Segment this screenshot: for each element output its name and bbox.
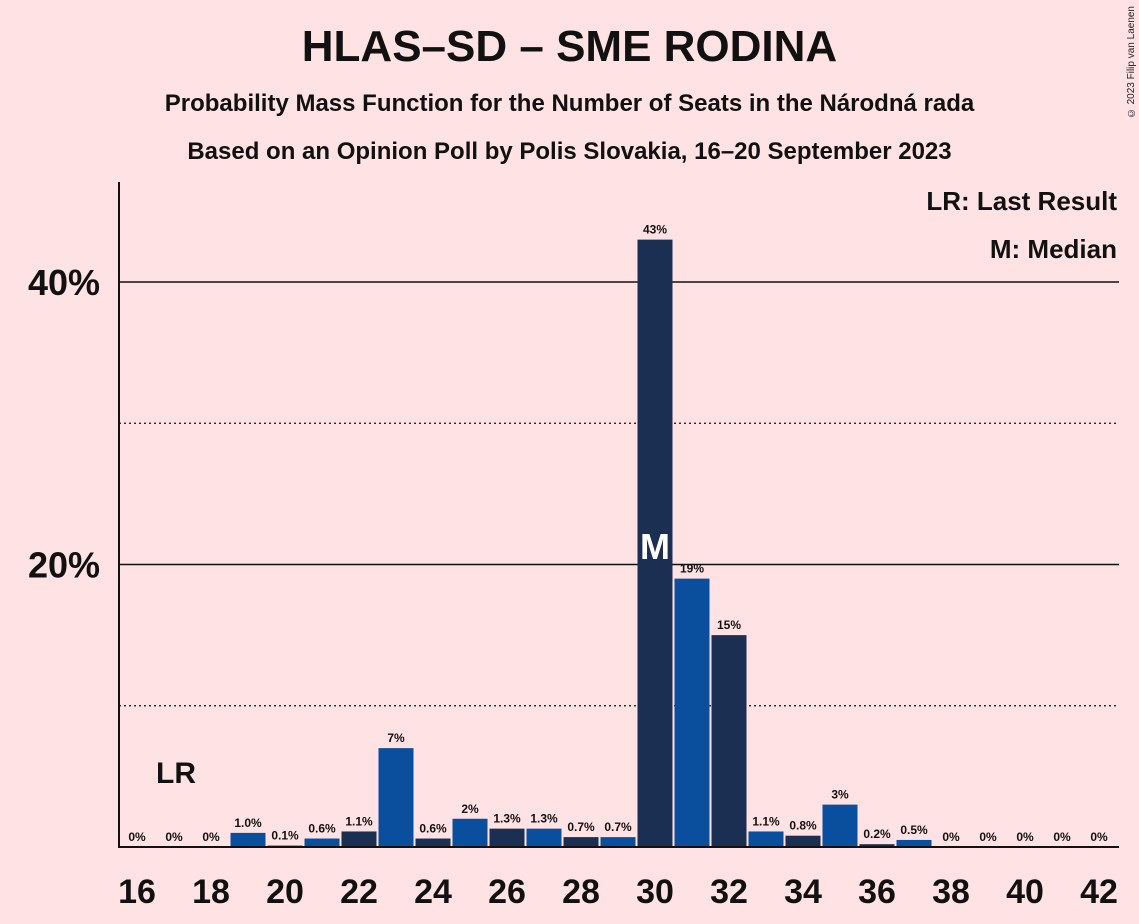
bar-value-label: 1.3% xyxy=(493,812,521,826)
y-tick-label: 20% xyxy=(28,545,100,586)
x-tick-label: 32 xyxy=(710,873,748,911)
y-tick-label: 40% xyxy=(28,262,100,303)
bar-value-label: 0.5% xyxy=(900,823,928,837)
bar-33 xyxy=(748,831,784,847)
bar-value-label: 43% xyxy=(643,223,667,237)
bar-24 xyxy=(415,838,451,847)
bar-value-label: 0.6% xyxy=(308,822,336,836)
x-tick-label: 42 xyxy=(1080,873,1118,911)
bar-value-label: 0.8% xyxy=(789,819,817,833)
x-tick-label: 24 xyxy=(414,873,452,911)
x-tick-label: 20 xyxy=(266,873,304,911)
bar-value-label: 7% xyxy=(387,731,405,745)
x-tick-label: 26 xyxy=(488,873,526,911)
bar-value-label: 0.6% xyxy=(419,822,447,836)
bar-value-label: 15% xyxy=(717,618,741,632)
x-tick-label: 38 xyxy=(932,873,970,911)
bar-value-label: 0% xyxy=(979,830,997,844)
bar-value-label: 3% xyxy=(831,788,849,802)
bar-value-label: 0% xyxy=(1053,830,1071,844)
bar-31 xyxy=(674,578,710,847)
chart-subtitle-2: Based on an Opinion Poll by Polis Slovak… xyxy=(187,138,952,165)
bar-value-label: 0% xyxy=(1016,830,1034,844)
bar-value-label: 1.1% xyxy=(752,814,780,828)
bar-value-label: 19% xyxy=(680,562,704,576)
x-tick-label: 40 xyxy=(1006,873,1044,911)
x-tick-label: 30 xyxy=(636,873,674,911)
median-marker: M xyxy=(640,526,670,567)
bar-34 xyxy=(785,835,821,847)
last-result-marker: LR xyxy=(156,757,196,790)
legend-median: M: Median xyxy=(990,234,1117,264)
bar-value-label: 0% xyxy=(942,830,960,844)
bar-21 xyxy=(304,838,340,847)
x-tick-label: 28 xyxy=(562,873,600,911)
bar-36 xyxy=(859,844,895,847)
legend-last-result: LR: Last Result xyxy=(926,186,1117,216)
bar-value-label: 0% xyxy=(165,830,183,844)
bar-30 xyxy=(637,239,673,847)
chart-title: HLAS–SD – SME RODINA xyxy=(301,22,838,71)
bar-23 xyxy=(378,748,414,847)
bar-value-label: 1.3% xyxy=(530,812,558,826)
bar-value-label: 0.7% xyxy=(567,820,595,834)
bar-value-label: 1.1% xyxy=(345,814,373,828)
bar-22 xyxy=(341,831,377,847)
bar-27 xyxy=(526,828,562,847)
x-tick-label: 18 xyxy=(192,873,230,911)
bar-value-label: 0% xyxy=(128,830,146,844)
x-tick-label: 36 xyxy=(858,873,896,911)
bar-19 xyxy=(230,832,266,847)
bar-value-label: 0.2% xyxy=(863,827,891,841)
x-tick-label: 34 xyxy=(784,873,822,911)
bar-value-label: 2% xyxy=(461,802,479,816)
bar-value-label: 0% xyxy=(1090,830,1108,844)
x-tick-label: 16 xyxy=(118,873,156,911)
bar-value-label: 1.0% xyxy=(234,816,262,830)
bar-29 xyxy=(600,837,636,847)
bar-value-label: 0.1% xyxy=(271,829,299,843)
bar-26 xyxy=(489,828,525,847)
bar-37 xyxy=(896,839,932,847)
bar-32 xyxy=(711,635,747,847)
chart-subtitle-1: Probability Mass Function for the Number… xyxy=(164,90,975,117)
bar-28 xyxy=(563,837,599,847)
bar-25 xyxy=(452,818,488,847)
x-tick-label: 22 xyxy=(340,873,378,911)
bar-value-label: 0% xyxy=(202,830,220,844)
bar-value-label: 0.7% xyxy=(604,820,632,834)
bar-35 xyxy=(822,804,858,847)
